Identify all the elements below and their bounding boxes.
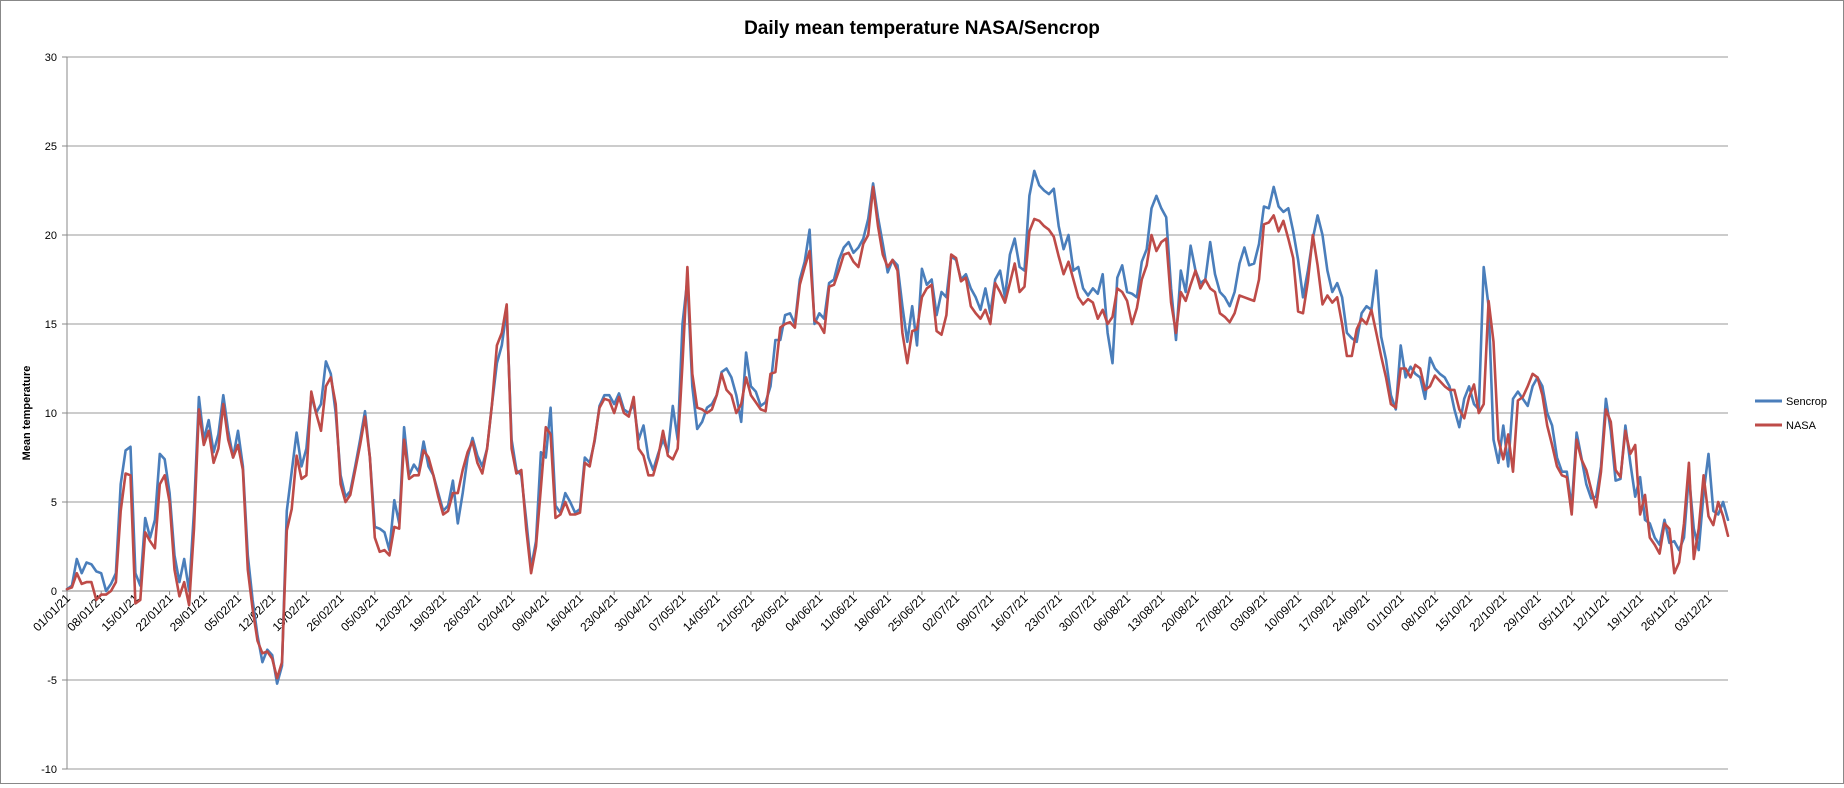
x-tick-label: 19/11/21 xyxy=(1604,591,1647,634)
chart-title: Daily mean temperature NASA/Sencrop xyxy=(744,18,1100,39)
y-tick-label: 25 xyxy=(45,141,57,153)
y-tick-label: -10 xyxy=(41,764,57,776)
y-tick-label: 10 xyxy=(45,408,57,420)
y-tick-label: 20 xyxy=(45,230,57,242)
x-tick-label: 05/11/21 xyxy=(1535,591,1578,634)
y-tick-label: 5 xyxy=(51,497,57,509)
x-tick-label: 04/06/21 xyxy=(783,591,826,634)
legend-label-nasa: NASA xyxy=(1786,420,1817,432)
y-tick-label: -5 xyxy=(47,675,57,687)
series-lines xyxy=(65,169,1730,685)
x-tick-label: 03/12/21 xyxy=(1672,591,1715,634)
x-tick-label: 29/10/21 xyxy=(1501,591,1544,634)
legend: Sencrop NASA xyxy=(1755,396,1827,432)
y-axis-label: Mean temperature xyxy=(21,366,33,461)
series-line-sencrop xyxy=(65,169,1730,685)
y-tick-label: 0 xyxy=(51,586,57,598)
x-tick-label: 12/11/21 xyxy=(1570,591,1613,634)
series-line-nasa xyxy=(65,185,1730,680)
y-tick-label: 30 xyxy=(45,52,57,64)
axes: -10-505101520253001/01/2108/01/2115/01/2… xyxy=(30,52,1728,776)
y-tick-label: 15 xyxy=(45,319,57,331)
legend-label-sencrop: Sencrop xyxy=(1786,396,1827,408)
